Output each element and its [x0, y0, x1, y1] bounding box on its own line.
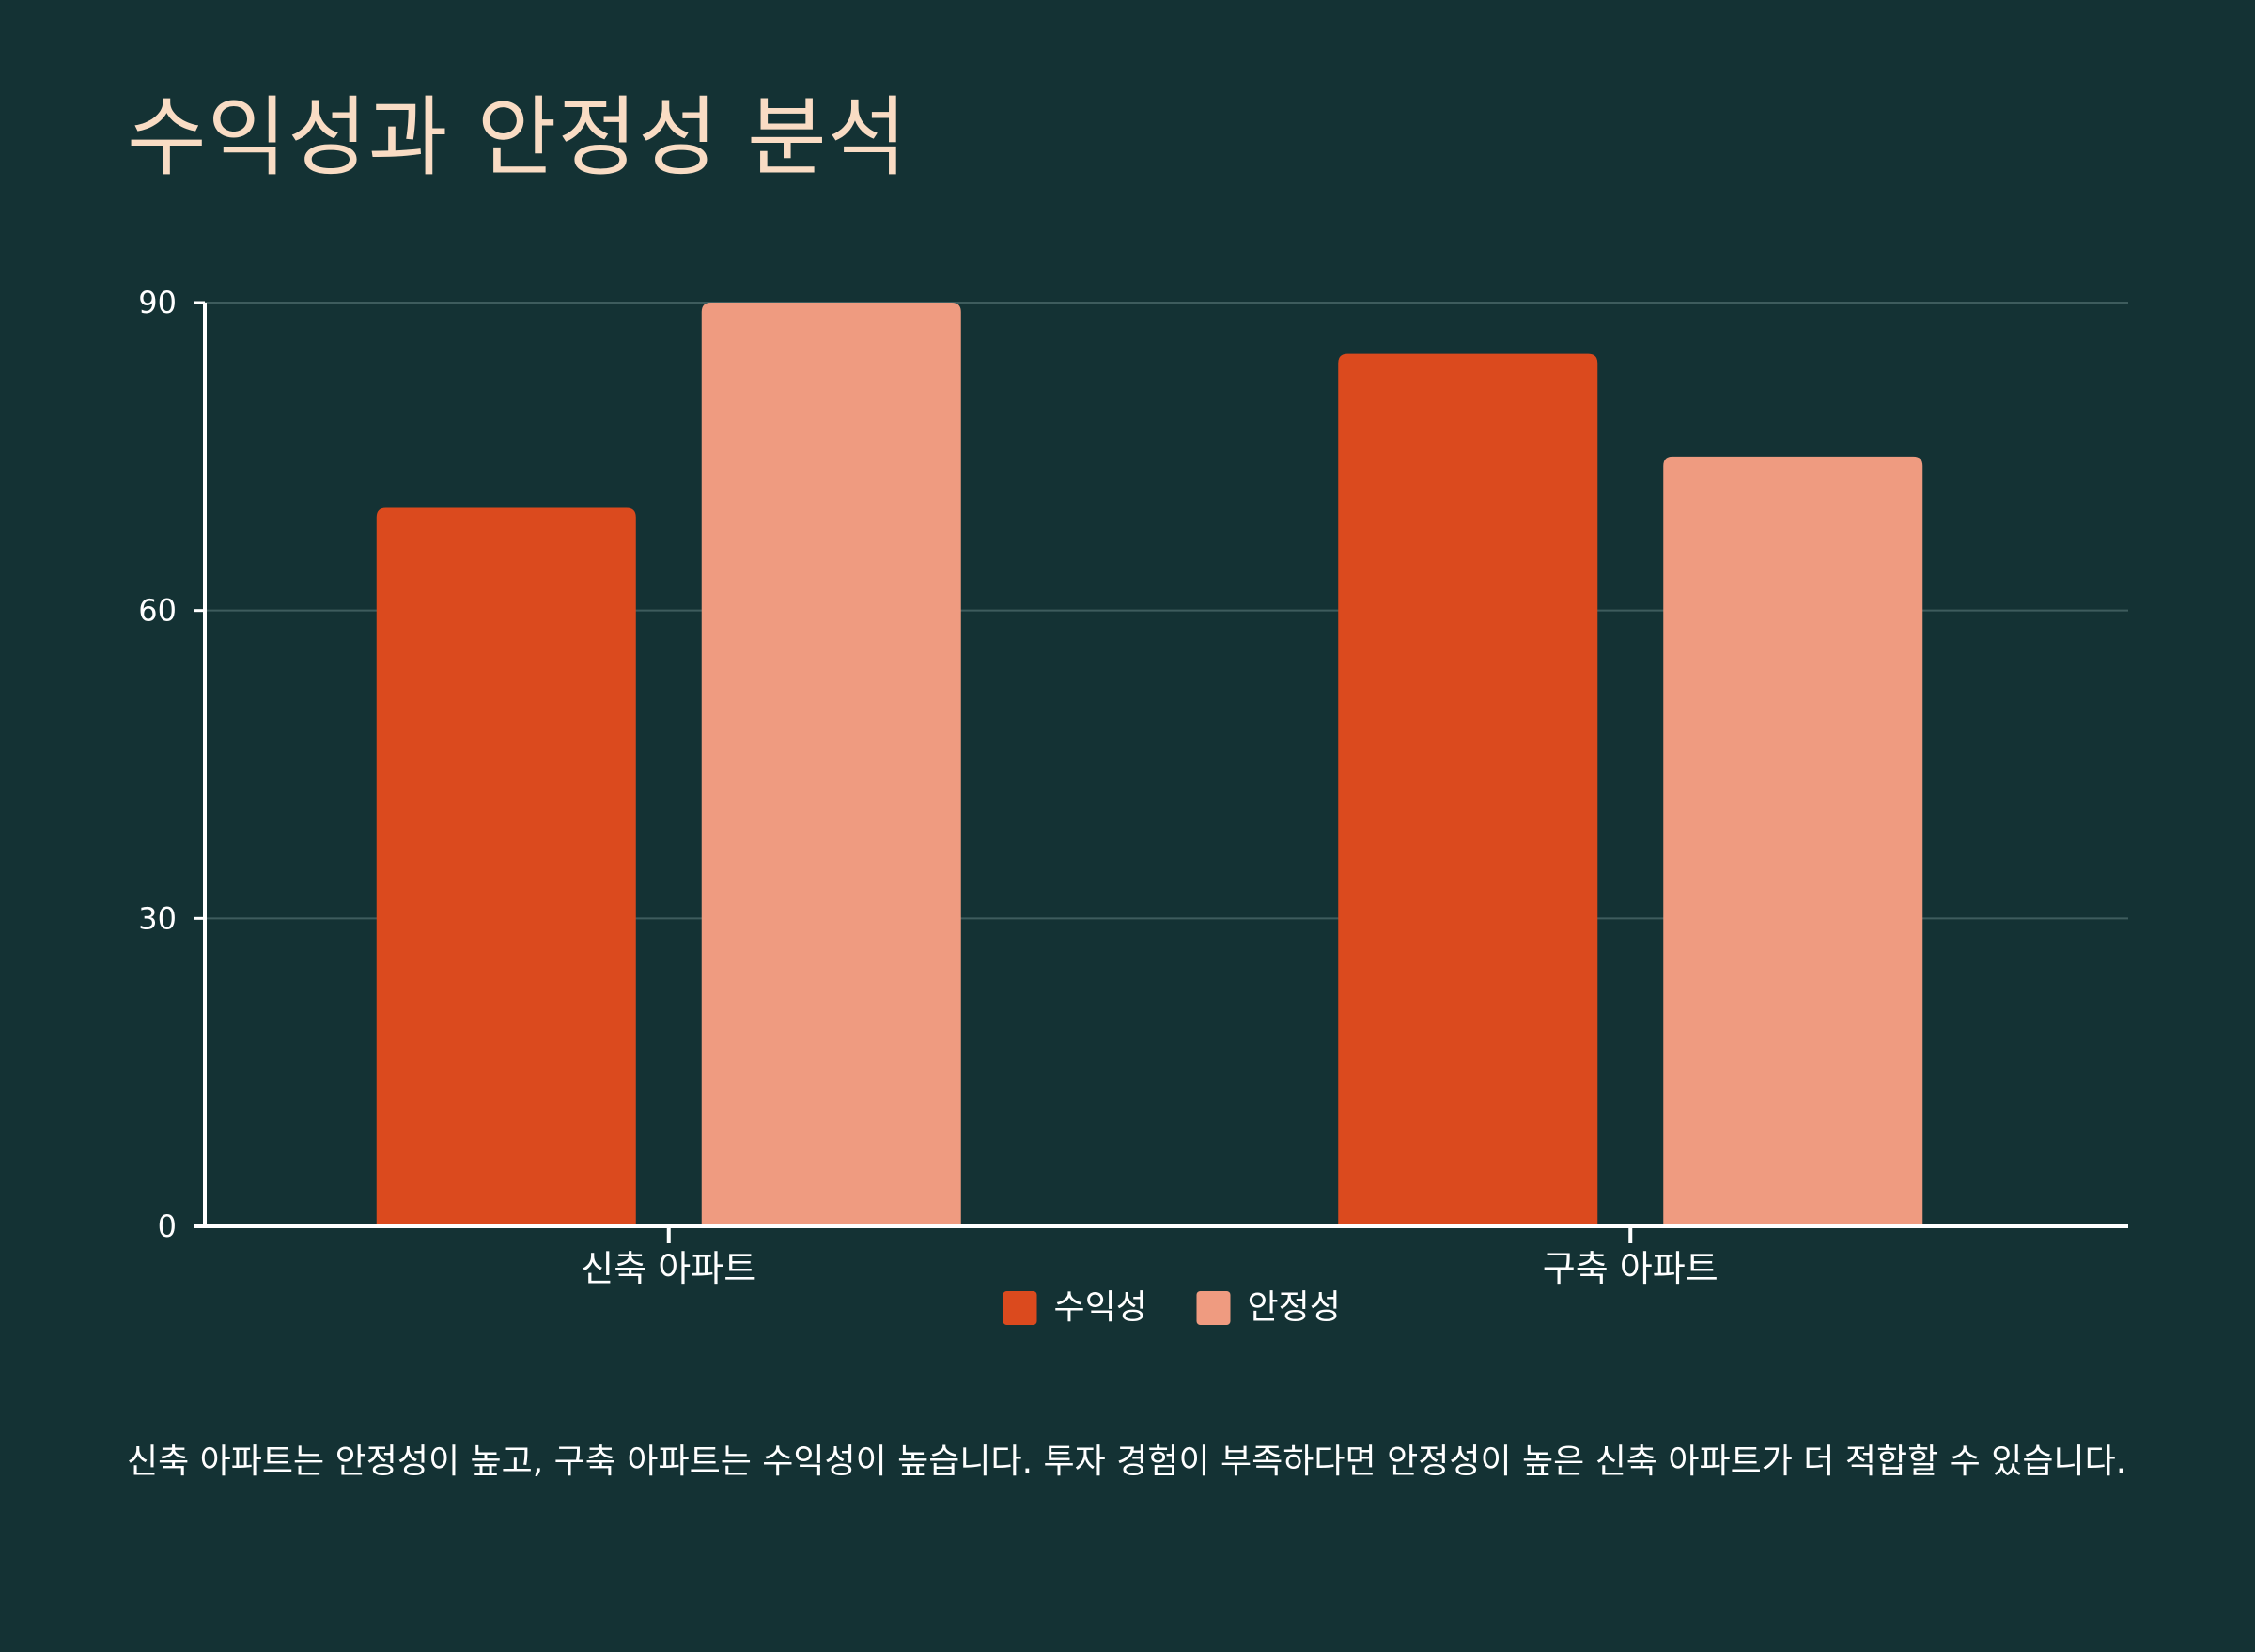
- chart-title: 수익성과 안정성 분석: [127, 87, 909, 188]
- axes: 0 30 60 90 신축 아파트 구축 아파트: [138, 285, 2128, 1289]
- bar-1-1: [1663, 456, 1923, 1226]
- bar-1-0: [1338, 353, 1598, 1227]
- y-tick-label: 90: [138, 285, 177, 320]
- bar-0-1: [701, 303, 961, 1226]
- legend: 수익성 안정성: [1003, 1288, 1341, 1327]
- bar-chart: 0 30 60 90 신축 아파트 구축 아파트 수익성 안정성: [138, 285, 2128, 1327]
- chart-description: 신축 아파트는 안정성이 높고, 구축 아파트는 수익성이 높습니다. 투자 경…: [127, 1442, 2127, 1481]
- bar-0-0: [376, 507, 636, 1226]
- x-category-label: 구축 아파트: [1543, 1248, 1718, 1289]
- legend-swatch-1: [1196, 1291, 1231, 1325]
- y-tick-label: 30: [138, 900, 177, 936]
- legend-swatch-0: [1003, 1291, 1037, 1325]
- bars: [376, 303, 1923, 1227]
- x-category-label: 신축 아파트: [581, 1248, 756, 1289]
- legend-label-0: 수익성: [1054, 1288, 1147, 1327]
- y-tick-label: 60: [138, 593, 177, 629]
- y-tick-label: 0: [158, 1208, 177, 1244]
- legend-label-1: 안정성: [1248, 1288, 1341, 1327]
